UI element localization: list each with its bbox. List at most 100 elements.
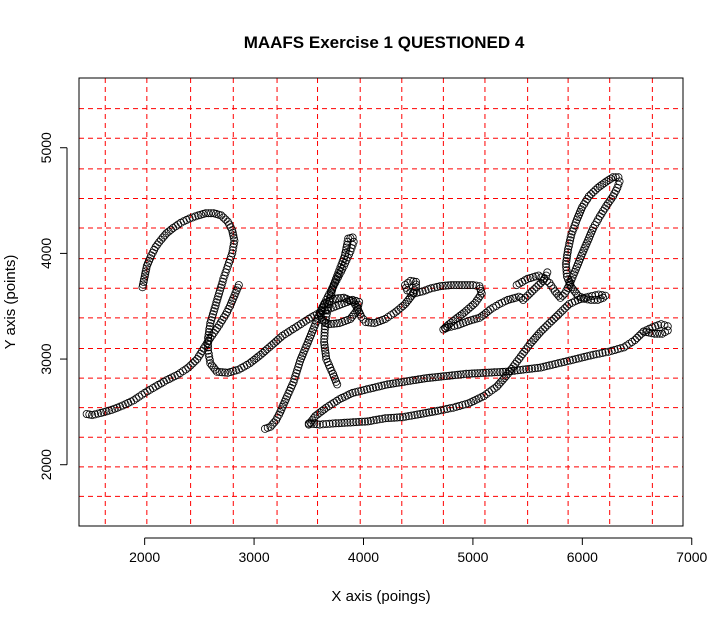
data-point	[477, 289, 486, 298]
data-point	[449, 403, 458, 412]
data-point	[216, 283, 225, 292]
data-point	[204, 333, 213, 342]
data-point	[583, 194, 592, 203]
data-point	[650, 329, 659, 338]
data-point	[398, 301, 407, 310]
data-point	[504, 367, 513, 376]
data-point	[455, 281, 464, 290]
data-point	[452, 402, 461, 411]
data-point	[151, 243, 160, 252]
data-point	[562, 266, 571, 275]
data-point	[320, 340, 329, 349]
data-point	[411, 277, 420, 286]
data-point	[205, 324, 214, 333]
data-point	[547, 281, 556, 290]
data-point	[510, 366, 519, 375]
data-point	[604, 347, 613, 356]
data-point	[549, 314, 558, 323]
data-point	[321, 352, 330, 361]
data-point	[219, 213, 228, 222]
data-point	[598, 291, 607, 300]
data-point	[357, 312, 366, 321]
data-point	[465, 369, 474, 378]
data-point	[352, 302, 361, 311]
data-point	[412, 288, 421, 297]
data-point	[655, 329, 664, 338]
data-point	[533, 363, 542, 372]
data-point	[344, 234, 353, 243]
data-point	[384, 414, 393, 423]
data-point	[562, 269, 571, 278]
data-point	[519, 295, 528, 304]
data-point	[554, 310, 563, 319]
data-point	[324, 401, 333, 410]
data-point	[540, 275, 549, 284]
data-point	[427, 284, 436, 293]
data-point	[403, 377, 412, 386]
data-point	[449, 281, 458, 290]
data-point	[560, 357, 569, 366]
data-point	[471, 299, 480, 308]
data-point	[258, 348, 267, 357]
data-point	[479, 368, 488, 377]
data-point	[597, 209, 606, 218]
data-point	[229, 243, 238, 252]
data-point	[401, 412, 410, 421]
data-point	[296, 319, 305, 328]
data-point	[635, 331, 644, 340]
data-point	[554, 359, 563, 368]
data-point	[132, 394, 141, 403]
data-point	[88, 411, 97, 420]
data-point	[394, 305, 403, 314]
data-point	[446, 404, 455, 413]
data-point	[532, 283, 541, 292]
data-point	[392, 413, 401, 422]
data-point	[566, 233, 575, 242]
data-point	[462, 306, 471, 315]
data-point	[493, 368, 502, 377]
data-point	[513, 357, 522, 366]
data-point	[637, 329, 646, 338]
data-point	[419, 409, 428, 418]
data-point	[422, 374, 431, 383]
data-point	[610, 189, 619, 198]
data-point	[292, 369, 301, 378]
data-point	[614, 173, 623, 182]
y-tick-label-4000: 4000	[38, 238, 54, 269]
data-point	[445, 371, 454, 380]
data-point	[332, 396, 341, 405]
data-point	[219, 274, 228, 283]
data-point	[599, 207, 608, 216]
data-point	[438, 281, 447, 290]
data-point	[176, 369, 185, 378]
data-point	[368, 383, 377, 392]
data-point	[441, 281, 450, 290]
data-point	[343, 237, 352, 246]
data-point	[455, 401, 464, 410]
data-point	[354, 387, 363, 396]
data-point	[234, 281, 243, 290]
data-point	[209, 307, 218, 316]
data-point	[587, 190, 596, 199]
data-point	[507, 366, 516, 375]
data-point	[542, 362, 551, 371]
data-point	[351, 300, 360, 309]
data-point	[348, 388, 357, 397]
data-point	[430, 283, 439, 292]
data-point	[563, 248, 572, 257]
data-point	[516, 365, 525, 374]
data-point	[420, 374, 429, 383]
data-point	[294, 321, 303, 330]
data-point	[442, 371, 451, 380]
data-point	[406, 276, 415, 285]
data-point	[487, 386, 496, 395]
data-point	[518, 350, 527, 359]
data-point	[271, 337, 280, 346]
data-point	[522, 365, 531, 374]
data-point	[467, 369, 476, 378]
data-point	[129, 396, 138, 405]
data-point	[283, 328, 292, 337]
data-point	[205, 356, 214, 365]
data-point	[343, 240, 352, 249]
data-point	[537, 273, 546, 282]
